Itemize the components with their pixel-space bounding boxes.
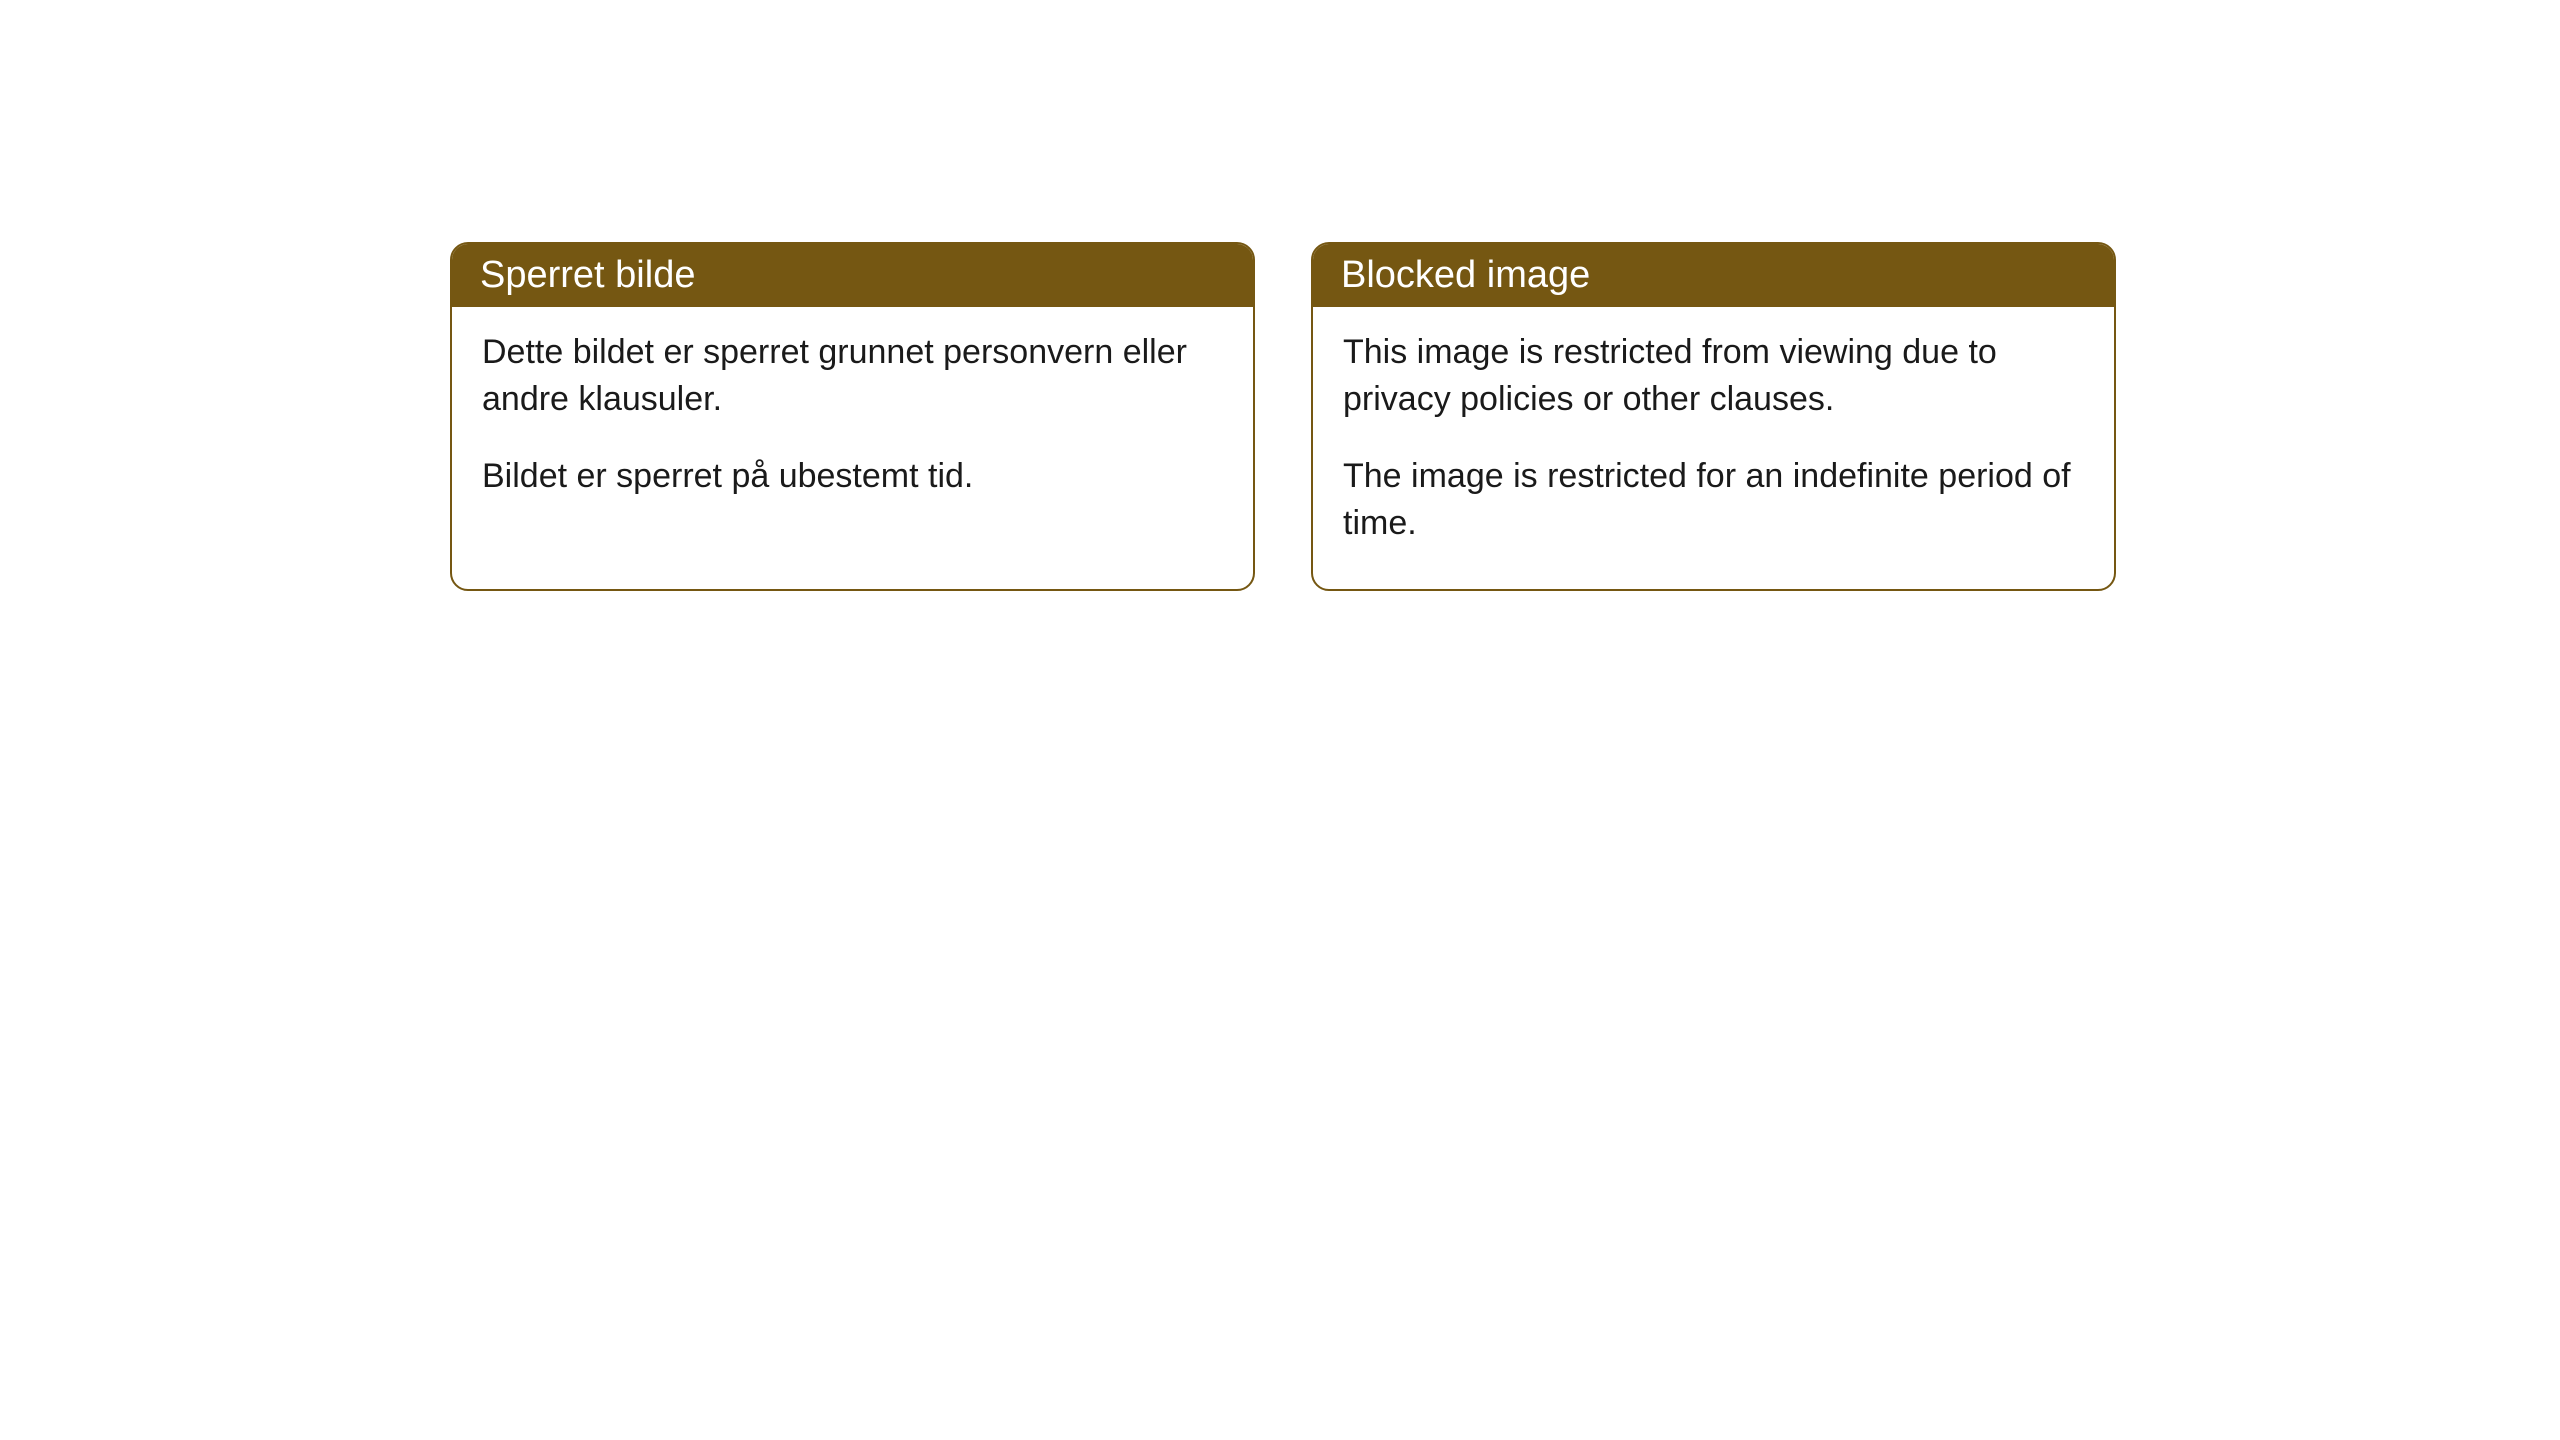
card-title: Sperret bilde xyxy=(480,254,695,296)
card-body-english: This image is restricted from viewing du… xyxy=(1313,307,2114,589)
notice-cards-container: Sperret bilde Dette bildet er sperret gr… xyxy=(450,242,2116,591)
card-paragraph-2: Bildet er sperret på ubestemt tid. xyxy=(482,453,1223,500)
card-header-english: Blocked image xyxy=(1313,244,2114,307)
card-body-norwegian: Dette bildet er sperret grunnet personve… xyxy=(452,307,1253,542)
blocked-image-card-english: Blocked image This image is restricted f… xyxy=(1311,242,2116,591)
card-title: Blocked image xyxy=(1341,254,1590,296)
card-paragraph-2: The image is restricted for an indefinit… xyxy=(1343,453,2084,547)
blocked-image-card-norwegian: Sperret bilde Dette bildet er sperret gr… xyxy=(450,242,1255,591)
card-paragraph-1: This image is restricted from viewing du… xyxy=(1343,329,2084,423)
card-header-norwegian: Sperret bilde xyxy=(452,244,1253,307)
card-paragraph-1: Dette bildet er sperret grunnet personve… xyxy=(482,329,1223,423)
